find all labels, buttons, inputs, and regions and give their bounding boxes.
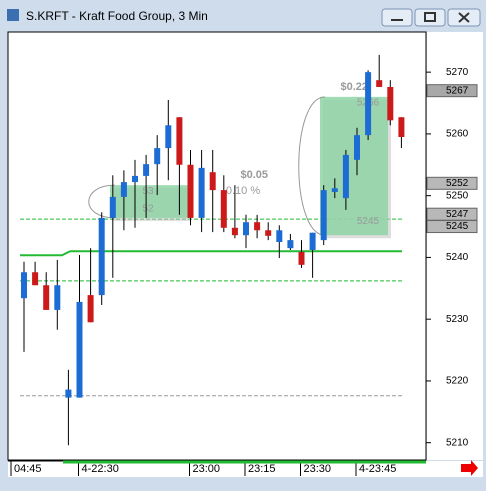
candle-body	[32, 272, 39, 286]
level-step	[20, 250, 71, 257]
candle-body	[365, 72, 372, 136]
candle-body	[398, 117, 405, 137]
candle-body	[21, 272, 27, 299]
candle-body	[276, 230, 283, 242]
candle-body	[165, 125, 172, 149]
window-buttons[interactable]	[381, 8, 481, 27]
candle-body	[198, 167, 205, 218]
y-tick-label: 5250	[446, 190, 469, 201]
candle-body	[87, 295, 94, 323]
candle-body	[143, 164, 150, 176]
y-tick-label: 5240	[446, 252, 469, 263]
x-tick-label: 04:45	[14, 463, 42, 475]
measure-arc	[298, 96, 326, 236]
price-tag-label: 5245	[446, 221, 469, 232]
candle-body	[109, 196, 116, 218]
candle-body	[376, 80, 383, 87]
close-icon	[458, 12, 470, 23]
candle-body	[243, 222, 249, 236]
price-axis	[427, 32, 483, 460]
price-tag-label: 5267	[446, 85, 469, 96]
x-tick-label: 23:30	[304, 463, 332, 475]
candle-body	[331, 188, 338, 192]
measure-label: 53	[142, 186, 154, 197]
candle-body	[220, 190, 227, 228]
price-tag	[426, 220, 478, 234]
y-tick-label: 5210	[446, 437, 469, 448]
candle-body	[254, 222, 261, 231]
candle-body	[98, 217, 105, 296]
candle-body	[231, 227, 238, 236]
price-tag-label: 5252	[446, 178, 469, 189]
candle-body	[287, 240, 294, 249]
window-title: S.KRFT - Kraft Food Group, 3 Min	[26, 9, 208, 23]
candle-body	[320, 190, 327, 241]
candle-body	[387, 86, 394, 121]
maximize-button[interactable]	[414, 8, 446, 27]
measure-label: 5245	[357, 216, 380, 227]
measure-amount: $0.05	[240, 169, 268, 181]
candle-body	[342, 154, 349, 199]
maximize-icon	[424, 12, 436, 22]
candle-body	[154, 148, 161, 165]
y-tick-label: 5230	[446, 314, 469, 325]
price-tag	[426, 84, 478, 98]
scroll-arrow[interactable]	[461, 460, 478, 476]
candle-body	[176, 117, 183, 165]
app-icon	[7, 9, 19, 21]
candle-body	[76, 301, 83, 398]
measure-amount: $0.22	[340, 81, 368, 93]
candle-body	[187, 164, 194, 218]
candle-body	[298, 251, 305, 265]
minimize-button[interactable]	[381, 8, 413, 27]
x-tick-label: 23:15	[248, 463, 276, 475]
measure-arc	[88, 184, 116, 219]
x-tick-label: 4-22:30	[82, 463, 119, 475]
measure-box	[320, 96, 388, 236]
candle-body	[354, 135, 360, 160]
candle-body	[265, 230, 272, 236]
candle-body	[65, 389, 72, 398]
y-tick-label: 5260	[446, 129, 469, 140]
price-tag	[426, 176, 478, 190]
measure-label: 52	[142, 204, 154, 215]
candle-body	[309, 232, 316, 251]
x-tick-label: 23:00	[193, 463, 221, 475]
measure-percent: 0.10 %	[226, 185, 260, 197]
candle-body	[43, 285, 50, 310]
candle-body	[209, 172, 216, 191]
candle-body	[132, 175, 138, 183]
x-tick-label: 4-23:45	[359, 463, 396, 475]
y-tick-label: 5220	[446, 376, 469, 387]
y-tick-label: 5270	[446, 67, 469, 78]
candle-body	[54, 285, 61, 310]
price-tag-label: 5247	[446, 209, 469, 220]
candle-body	[120, 182, 127, 197]
